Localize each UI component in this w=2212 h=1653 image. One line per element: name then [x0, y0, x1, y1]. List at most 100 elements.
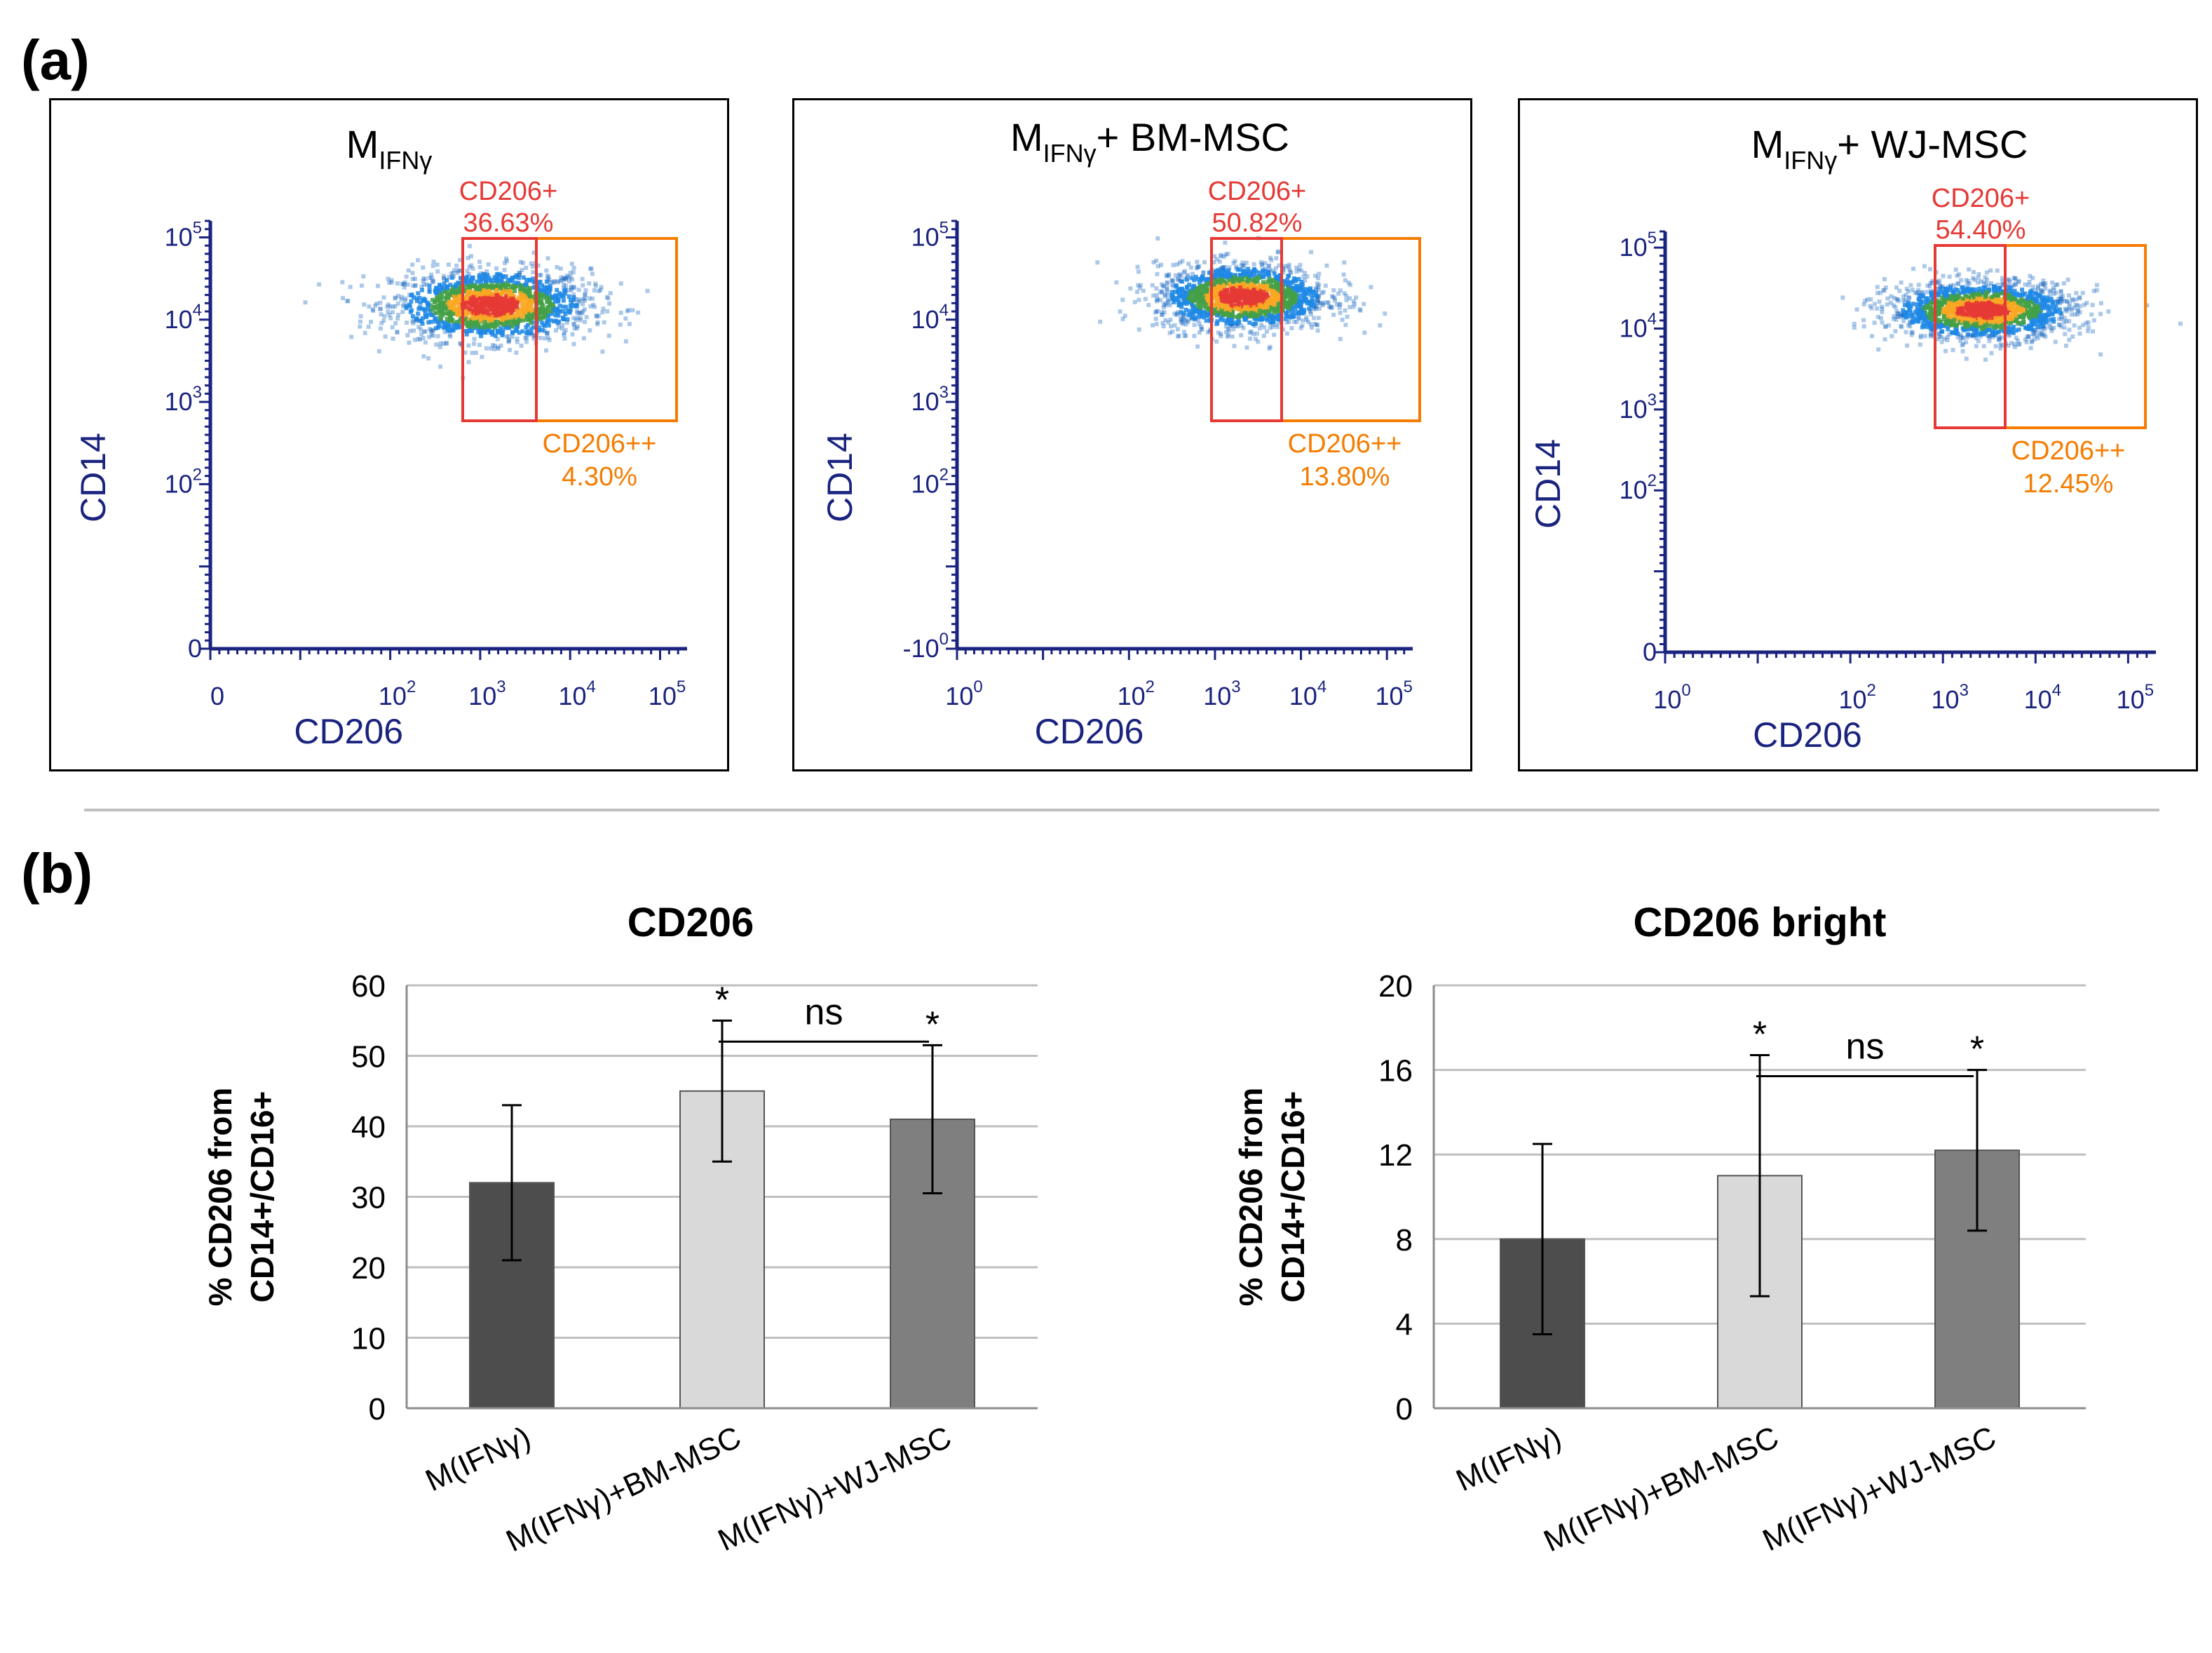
flow3-event-dot [1987, 339, 1992, 344]
flow2-event-dot [1218, 310, 1223, 315]
flow1-event-dot [561, 298, 566, 303]
flow2-event-dot [1263, 272, 1268, 277]
flow3-event-dot [1927, 323, 1932, 328]
flow1-event-dot [442, 306, 447, 311]
flow3-event-dot [1854, 307, 1859, 312]
flow1-event-dot [409, 299, 414, 304]
flow1-event-dot [524, 313, 529, 318]
flow1-event-dot [597, 289, 602, 293]
flow2-event-dot [1308, 292, 1313, 297]
flow3-event-dot [1989, 351, 1994, 356]
flow2-event-dot [1171, 262, 1176, 267]
flow2-event-dot [1161, 284, 1166, 289]
flow1-event-dot [395, 330, 400, 335]
flow1-event-dot [453, 302, 458, 306]
flow1-event-dot [401, 281, 406, 286]
flow2-event-dot [1162, 302, 1167, 307]
flow2-event-dot [1215, 313, 1219, 318]
flow3-event-dot [1891, 303, 1896, 308]
flow2-event-dot [1316, 276, 1321, 281]
flow1-event-dot [492, 346, 497, 351]
flow3-event-dot [1914, 302, 1919, 306]
flow2-event-dot [1291, 276, 1296, 281]
flow2-event-dot [1154, 286, 1159, 291]
flow1-event-dot [571, 322, 576, 327]
flow3-event-dot [1965, 282, 1969, 287]
flow3-event-dot [1916, 290, 1920, 295]
flow1-event-dot [447, 305, 452, 310]
flow2-event-dot [1214, 292, 1219, 297]
flow3-event-dot [2043, 281, 2048, 286]
flow3-event-dot [2039, 327, 2044, 332]
flow2-event-dot [1188, 265, 1193, 270]
flow1-event-dot [515, 322, 520, 327]
flow3-event-dot [1901, 298, 1906, 303]
flow2-event-dot [1155, 264, 1160, 269]
flow3-event-dot [2070, 335, 2075, 339]
flow2-event-dot [1260, 262, 1265, 266]
flow2-event-dot [1187, 309, 1192, 313]
flow1-event-dot [574, 318, 578, 323]
flow3-event-dot [2033, 322, 2037, 327]
flow1-event-dot [473, 320, 478, 325]
flow2-event-dot [1276, 309, 1281, 313]
flow1-event-dot [395, 316, 400, 321]
flow1-event-dot [386, 309, 391, 314]
flow1-event-dot [416, 325, 421, 330]
flow2-event-dot [1163, 318, 1168, 323]
flow3-event-dot [2065, 299, 2070, 304]
flow1-event-dot [409, 292, 414, 297]
flow2-event-dot [1176, 273, 1181, 278]
flow1-event-dot [545, 318, 550, 323]
flow3-event-dot [1939, 335, 1943, 339]
flow3-event-dot [1939, 284, 1943, 289]
flow2-event-dot [1153, 316, 1158, 321]
flow3-event-dot [1927, 284, 1932, 289]
flow1-event-dot [564, 274, 569, 278]
flow3-event-dot [2043, 320, 2048, 325]
flow2-event-dot [1292, 319, 1297, 324]
flow2-event-dot [1176, 294, 1181, 299]
flow1-event-dot [500, 300, 505, 305]
flow1-event-dot [470, 324, 475, 329]
flow2-event-dot [1160, 321, 1165, 325]
flow1-event-dot [540, 309, 545, 313]
flow3-event-dot [1918, 333, 1923, 338]
flow2-event-dot [1206, 276, 1211, 281]
flow3-event-dot [2010, 301, 2015, 306]
flow2-event-dot [1273, 295, 1277, 300]
flow2-event-dot [1268, 255, 1273, 260]
flow1-event-dot [456, 323, 461, 328]
flow3-event-dot [1928, 334, 1933, 339]
flow1-event-dot [388, 304, 393, 309]
flow2-event-dot [1232, 306, 1237, 311]
flow2-event-dot [1182, 334, 1187, 338]
flow2-event-dot [1160, 289, 1165, 294]
flow1-event-dot [524, 339, 529, 344]
flow1-event-dot [447, 332, 452, 337]
flow2-event-dot [1195, 303, 1200, 308]
flow2-event-dot [1338, 288, 1343, 293]
flow2-event-dot [1253, 337, 1258, 342]
flow2-event-dot [1226, 327, 1230, 331]
flow2-event-dot [1234, 276, 1239, 281]
flow1-event-dot [423, 340, 428, 345]
flow3-event-dot [2039, 288, 2044, 293]
flow2-event-dot [1197, 264, 1202, 269]
flow2-event-dot [1228, 301, 1233, 306]
flow1-event-dot [455, 271, 460, 275]
flow1-event-dot [541, 328, 545, 332]
flow2-event-dot [1170, 296, 1175, 301]
flow3-event-dot [1920, 290, 1925, 295]
flow2-event-dot [1201, 270, 1206, 275]
flow3-event-dot [2028, 292, 2033, 297]
flow3-event-dot [2058, 324, 2063, 329]
flow1-event-dot [552, 279, 557, 284]
flow2-event-dot [1170, 283, 1175, 288]
flow1-event-dot [379, 306, 383, 311]
flow2-event-dot [1284, 320, 1289, 325]
flow3-event-dot [1949, 288, 1954, 293]
flow2-event-dot [1207, 270, 1212, 275]
flow3-event-dot [2043, 325, 2047, 330]
flow2-event-dot [1237, 278, 1242, 283]
